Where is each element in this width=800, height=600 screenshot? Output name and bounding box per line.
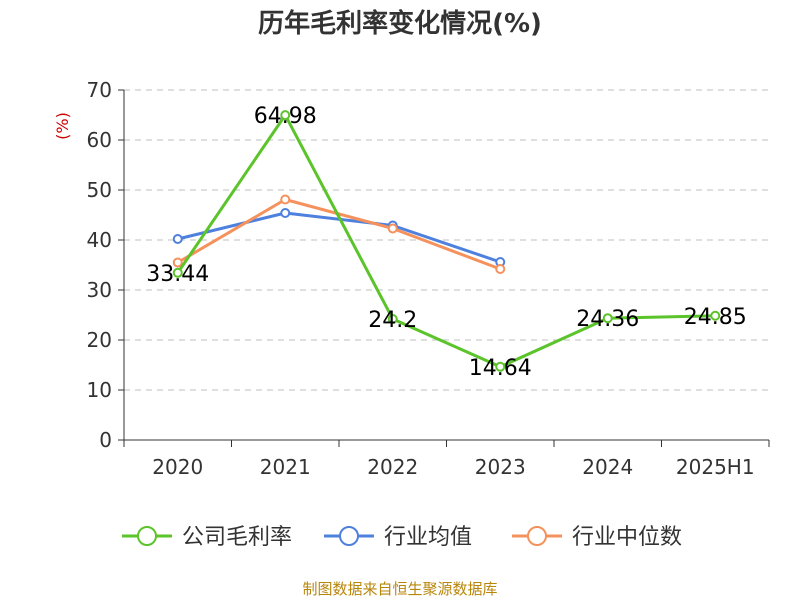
x-tick-label: 2021: [260, 455, 311, 479]
data-point: [280, 208, 291, 218]
series-line: [177, 211, 501, 264]
data-point: [280, 110, 291, 121]
data-point: [495, 264, 506, 274]
x-tick-label: 2023: [475, 455, 526, 479]
x-tick-label: 2024: [582, 455, 633, 479]
data-point: [495, 361, 506, 372]
y-tick-label: 60: [87, 128, 112, 152]
data-point: [710, 310, 721, 321]
x-tick-label: 2020: [152, 455, 203, 479]
data-label: 24.85: [684, 305, 747, 330]
legend-label: 行业均值: [384, 525, 472, 550]
data-point: [280, 194, 291, 205]
data-point: [387, 223, 398, 234]
y-tick-label: 10: [87, 378, 112, 402]
y-tick-label: 0: [99, 428, 112, 452]
y-tick-label: 20: [87, 328, 112, 352]
y-axis-unit-label: (%): [53, 112, 72, 140]
axes: 0 10 20 30 40 50 60 70 2020 2021 2022 2023 2024 2025H…: [87, 78, 770, 479]
grid-lines: [124, 89, 769, 391]
data-point: [602, 313, 613, 324]
y-tick-label: 30: [87, 278, 112, 302]
data-point: [387, 314, 398, 324]
x-tick-label: 2022: [367, 455, 418, 479]
legend-marker: [527, 526, 547, 546]
data-label: 33.44: [146, 262, 209, 287]
series-line: [176, 113, 716, 369]
y-tick-label: 70: [87, 78, 112, 102]
y-tick-label: 40: [87, 228, 112, 252]
series-line: [176, 198, 501, 271]
data-labels: 33.44 64.98 24.2 14.64 24.36 24.85: [146, 104, 746, 381]
chart-title: 历年毛利率变化情况(%): [258, 8, 542, 39]
legend-label: 公司毛利率: [182, 525, 292, 550]
data-label: 24.36: [576, 307, 639, 332]
data-point: [172, 234, 183, 244]
legend: 公司毛利率 行业均值 行业中位数: [122, 525, 682, 550]
data-label: 24.2: [368, 308, 417, 333]
legend-marker: [137, 526, 157, 546]
y-tick-label: 50: [87, 178, 112, 202]
data-point: [172, 267, 183, 278]
legend-label: 行业中位数: [572, 525, 682, 550]
data-point: [172, 257, 183, 268]
data-label: 14.64: [469, 356, 532, 381]
series-lines: [172, 110, 721, 372]
data-label: 64.98: [254, 104, 317, 129]
legend-marker: [339, 526, 359, 546]
x-tick-label: 2025H1: [676, 455, 755, 479]
source-note: 制图数据来自恒生聚源数据库: [302, 580, 497, 598]
